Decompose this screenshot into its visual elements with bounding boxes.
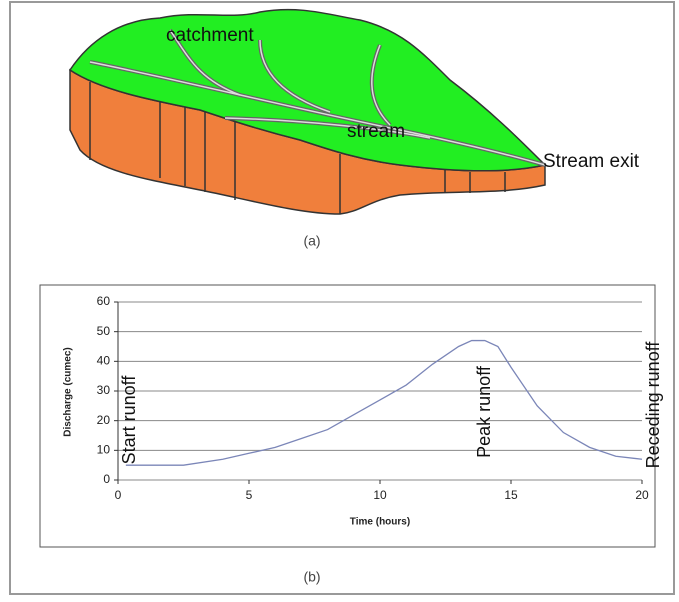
y-tick-label: 0 [103, 472, 110, 486]
x-tick-label: 20 [635, 488, 649, 502]
caption-b: (b) [303, 569, 320, 585]
x-tick-label: 10 [373, 488, 387, 502]
stream-exit-label: Stream exit [543, 151, 640, 172]
y-tick-label: 20 [97, 413, 111, 427]
y-tick-label: 40 [97, 354, 111, 368]
annotation: Peak runoff [474, 365, 494, 458]
y-tick-label: 60 [97, 294, 111, 308]
y-tick-label: 50 [97, 324, 111, 338]
caption-a: (a) [303, 233, 320, 249]
annotation: Start runoff [119, 375, 139, 465]
figure: catchment stream Stream exit (a) (b) Tim… [0, 0, 679, 597]
x-axis-label: Time (hours) [350, 517, 410, 528]
catchment-label: catchment [166, 25, 254, 46]
x-tick-label: 15 [504, 488, 518, 502]
y-axis-label: Discharge (cumec) [63, 347, 74, 436]
y-tick-label: 10 [97, 443, 111, 457]
x-tick-label: 5 [246, 488, 253, 502]
annotation: Receding runoff [643, 341, 663, 469]
y-tick-label: 30 [97, 383, 111, 397]
x-tick-label: 0 [115, 488, 122, 502]
stream-label: stream [347, 121, 405, 142]
